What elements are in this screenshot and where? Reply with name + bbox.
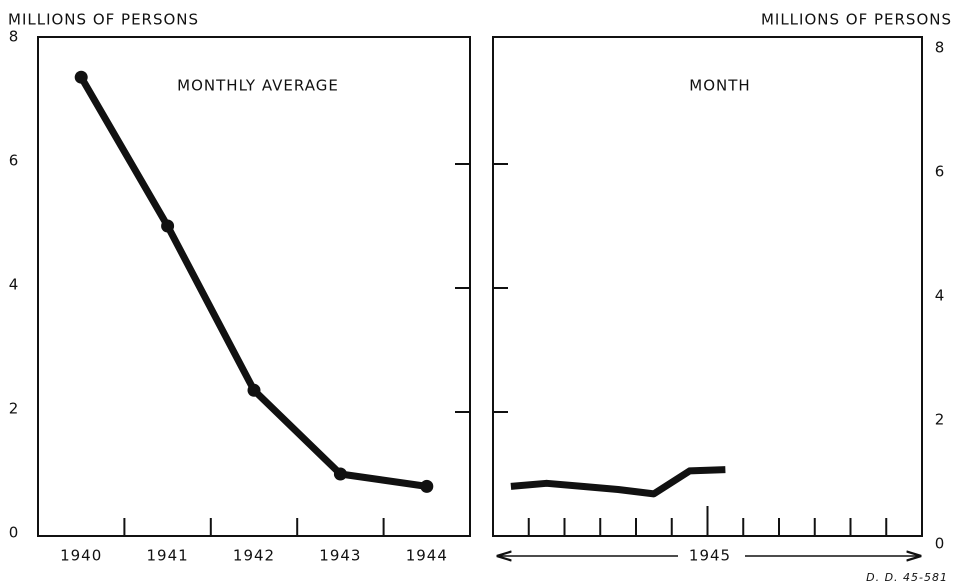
data-point	[74, 70, 88, 84]
y-tick-label: 0	[935, 535, 946, 553]
data-line	[78, 75, 428, 490]
x-tick-label: 1944	[406, 547, 448, 565]
data-point	[420, 479, 434, 493]
y-tick-label: 2	[935, 411, 946, 429]
annotation: MONTHLY AVERAGE	[177, 77, 339, 95]
y-tick-label: 8	[935, 39, 946, 57]
x-tick-label: 1941	[147, 547, 189, 565]
panel-frame	[492, 36, 923, 537]
panel-frame	[37, 36, 471, 537]
x-tick-label: 1943	[319, 547, 361, 565]
annotation: MONTH	[689, 77, 750, 95]
y-tick-label: 2	[9, 400, 20, 418]
y-tick-label: 0	[9, 524, 20, 542]
data-line	[510, 466, 726, 498]
y-tick-label: 4	[9, 276, 20, 294]
data-point	[333, 467, 347, 481]
y-tick-label: 6	[935, 163, 946, 181]
data-point	[161, 219, 175, 233]
y-axis-label: MILLIONS OF PERSONS	[8, 11, 199, 29]
y-tick-label: 8	[9, 28, 20, 46]
x-axis-label: 1945	[689, 547, 731, 565]
data-point	[247, 383, 261, 397]
y-tick-label: 6	[9, 152, 20, 170]
x-tick-label: 1942	[233, 547, 275, 565]
note: D. D. 45-581	[866, 571, 948, 584]
x-tick-label: 1940	[60, 547, 102, 565]
y-axis-label: MILLIONS OF PERSONS	[761, 11, 952, 29]
y-tick-label: 4	[935, 287, 946, 305]
